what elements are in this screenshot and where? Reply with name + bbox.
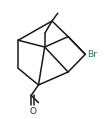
Text: O: O	[29, 107, 36, 116]
Text: Br: Br	[87, 50, 97, 59]
